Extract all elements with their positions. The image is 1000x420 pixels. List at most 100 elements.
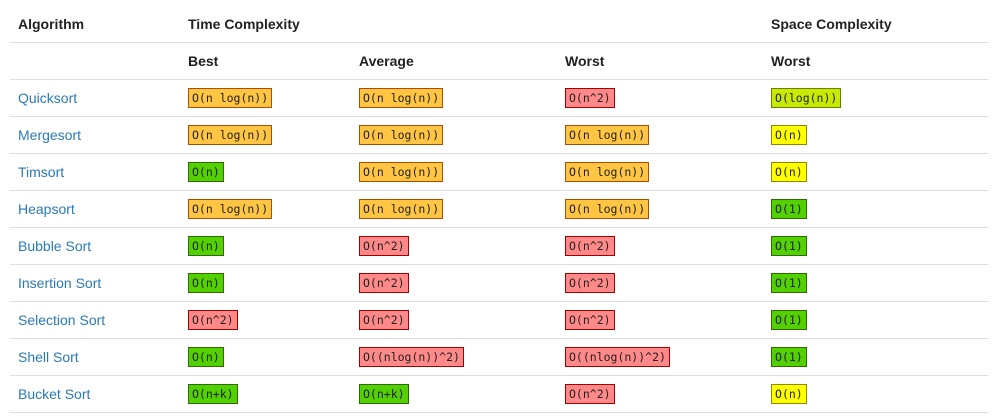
space-cell: O(1) <box>763 264 989 302</box>
average-cell: O(n log(n)) <box>351 116 557 154</box>
table-row: Bubble Sort O(n) O(n^2) O(n^2) O(1) <box>10 227 989 265</box>
algorithm-link[interactable]: Selection Sort <box>18 312 106 328</box>
worst-complexity-badge: O(n^2) <box>565 88 615 108</box>
worst-complexity-badge: O(n^2) <box>565 310 615 330</box>
space-complexity-badge: O(1) <box>771 199 807 219</box>
algorithm-cell: Selection Sort <box>10 301 180 339</box>
algorithm-link[interactable]: Timsort <box>18 164 65 180</box>
best-cell: O(n) <box>180 153 351 191</box>
worst-complexity-badge: O(n log(n)) <box>565 199 650 219</box>
average-complexity-badge: O((nlog(n))^2) <box>359 347 464 367</box>
average-cell: O(n log(n)) <box>351 79 557 117</box>
worst-complexity-badge: O(n log(n)) <box>565 162 650 182</box>
space-complexity-badge: O(n) <box>771 162 807 182</box>
best-complexity-badge: O(n+k) <box>188 384 238 404</box>
space-cell: O(1) <box>763 190 989 228</box>
header-worst: Worst <box>557 42 764 80</box>
best-cell: O(n) <box>180 264 351 302</box>
space-cell: O(n) <box>763 375 989 413</box>
header-algorithm: Algorithm <box>18 16 85 32</box>
worst-cell: O(n^2) <box>557 301 764 339</box>
table-body: Quicksort O(n log(n)) O(n log(n)) O(n^2) O(l… <box>10 79 989 413</box>
table-row: Timsort O(n) O(n log(n)) O(n log(n)) O(n) <box>10 153 989 191</box>
average-complexity-badge: O(n^2) <box>359 310 409 330</box>
best-cell: O(n log(n)) <box>180 190 351 228</box>
algorithm-cell: Shell Sort <box>10 338 180 376</box>
header-time-complexity: Time Complexity <box>188 16 300 32</box>
header-space-worst: Worst <box>763 42 989 80</box>
best-cell: O(n log(n)) <box>180 79 351 117</box>
algorithm-link[interactable]: Heapsort <box>18 201 75 217</box>
header-row-groups: Algorithm Time Complexity Space Complexi… <box>10 6 988 43</box>
table-row: Selection Sort O(n^2) O(n^2) O(n^2) O(1) <box>10 301 989 339</box>
average-complexity-badge: O(n log(n)) <box>359 125 444 145</box>
header-average: Average <box>351 42 557 80</box>
algorithm-cell: Heapsort <box>10 190 180 228</box>
worst-cell: O(n^2) <box>557 375 764 413</box>
best-cell: O(n^2) <box>180 301 351 339</box>
table-row: Heapsort O(n log(n)) O(n log(n)) O(n log(n)… <box>10 190 989 228</box>
space-cell: O(log(n)) <box>763 79 989 117</box>
worst-cell: O(n^2) <box>557 79 764 117</box>
average-cell: O(n^2) <box>351 264 557 302</box>
best-complexity-badge: O(n^2) <box>188 310 238 330</box>
header-blank <box>10 42 180 80</box>
average-complexity-badge: O(n^2) <box>359 273 409 293</box>
header-row-cases: Best Average Worst Worst <box>10 42 989 80</box>
space-cell: O(1) <box>763 301 989 339</box>
average-cell: O(n log(n)) <box>351 153 557 191</box>
table-row: Insertion Sort O(n) O(n^2) O(n^2) O(1) <box>10 264 989 302</box>
average-cell: O(n^2) <box>351 301 557 339</box>
best-cell: O(n+k) <box>180 375 351 413</box>
algorithm-cell: Quicksort <box>10 79 180 117</box>
algorithm-link[interactable]: Insertion Sort <box>18 275 102 291</box>
best-complexity-badge: O(n log(n)) <box>188 125 273 145</box>
best-complexity-badge: O(n) <box>188 236 224 256</box>
header-space-complexity: Space Complexity <box>771 16 892 32</box>
space-cell: O(n) <box>763 116 989 154</box>
worst-cell: O(n log(n)) <box>557 153 764 191</box>
space-complexity-badge: O(1) <box>771 236 807 256</box>
worst-complexity-badge: O(n^2) <box>565 384 615 404</box>
sorting-complexity-table: Algorithm Time Complexity Space Complexi… <box>10 6 989 413</box>
space-complexity-badge: O(1) <box>771 310 807 330</box>
space-cell: O(n) <box>763 153 989 191</box>
algorithm-link[interactable]: Bubble Sort <box>18 238 92 254</box>
algorithm-link[interactable]: Bucket Sort <box>18 386 91 402</box>
worst-complexity-badge: O(n^2) <box>565 273 615 293</box>
space-complexity-badge: O(n) <box>771 384 807 404</box>
worst-complexity-badge: O((nlog(n))^2) <box>565 347 670 367</box>
average-cell: O(n+k) <box>351 375 557 413</box>
space-cell: O(1) <box>763 227 989 265</box>
space-complexity-badge: O(1) <box>771 273 807 293</box>
worst-complexity-badge: O(n^2) <box>565 236 615 256</box>
header-best: Best <box>180 42 351 80</box>
algorithm-link[interactable]: Mergesort <box>18 127 82 143</box>
space-cell: O(1) <box>763 338 989 376</box>
worst-cell: O(n^2) <box>557 264 764 302</box>
average-complexity-badge: O(n log(n)) <box>359 162 444 182</box>
best-complexity-badge: O(n) <box>188 162 224 182</box>
best-complexity-badge: O(n log(n)) <box>188 199 273 219</box>
worst-cell: O(n^2) <box>557 227 764 265</box>
table-row: Bucket Sort O(n+k) O(n+k) O(n^2) O(n) <box>10 375 989 413</box>
average-complexity-badge: O(n^2) <box>359 236 409 256</box>
worst-complexity-badge: O(n log(n)) <box>565 125 650 145</box>
average-cell: O(n log(n)) <box>351 190 557 228</box>
best-cell: O(n) <box>180 227 351 265</box>
algorithm-link[interactable]: Quicksort <box>18 90 78 106</box>
algorithm-link[interactable]: Shell Sort <box>18 349 79 365</box>
best-cell: O(n log(n)) <box>180 116 351 154</box>
average-cell: O((nlog(n))^2) <box>351 338 557 376</box>
average-complexity-badge: O(n log(n)) <box>359 199 444 219</box>
space-complexity-badge: O(1) <box>771 347 807 367</box>
average-cell: O(n^2) <box>351 227 557 265</box>
average-complexity-badge: O(n+k) <box>359 384 409 404</box>
space-complexity-badge: O(n) <box>771 125 807 145</box>
worst-cell: O(n log(n)) <box>557 190 764 228</box>
best-cell: O(n) <box>180 338 351 376</box>
algorithm-cell: Timsort <box>10 153 180 191</box>
worst-cell: O((nlog(n))^2) <box>557 338 764 376</box>
table-row: Mergesort O(n log(n)) O(n log(n)) O(n log(n… <box>10 116 989 154</box>
